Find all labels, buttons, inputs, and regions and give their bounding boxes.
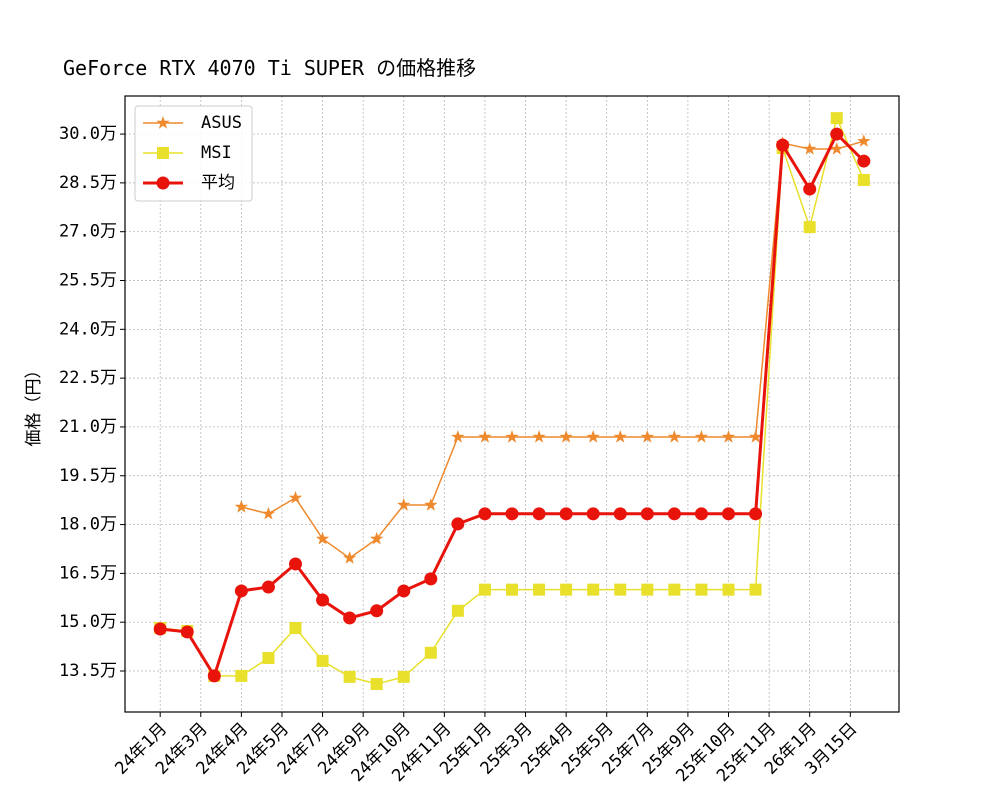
series-line bbox=[241, 140, 865, 560]
point bbox=[613, 430, 627, 443]
point bbox=[156, 116, 170, 129]
point bbox=[695, 583, 708, 596]
y-tick-label: 15.0万 bbox=[59, 612, 117, 632]
point bbox=[288, 557, 302, 571]
legend-label: ASUS bbox=[201, 113, 242, 133]
point bbox=[234, 500, 248, 513]
point bbox=[180, 625, 194, 639]
point bbox=[343, 611, 357, 625]
point bbox=[397, 670, 410, 683]
point bbox=[157, 147, 169, 159]
point bbox=[288, 490, 303, 504]
point bbox=[424, 498, 438, 511]
point bbox=[667, 430, 681, 443]
point bbox=[505, 507, 519, 521]
point bbox=[234, 584, 248, 598]
point bbox=[803, 221, 816, 234]
point bbox=[560, 583, 573, 596]
point bbox=[613, 507, 627, 521]
point bbox=[424, 646, 437, 659]
y-tick-label: 25.5万 bbox=[59, 271, 117, 291]
point bbox=[640, 430, 654, 443]
point bbox=[478, 583, 491, 596]
point bbox=[153, 622, 167, 636]
plot-frame bbox=[124, 95, 900, 713]
legend-label: 平均 bbox=[201, 173, 235, 193]
point bbox=[289, 622, 302, 635]
point bbox=[397, 498, 411, 511]
point bbox=[694, 507, 708, 521]
y-tick-label: 30.0万 bbox=[59, 124, 117, 144]
point bbox=[694, 430, 709, 443]
y-tick-label: 19.5万 bbox=[59, 466, 117, 486]
point bbox=[641, 583, 654, 596]
point bbox=[749, 583, 762, 596]
point bbox=[261, 580, 275, 594]
point bbox=[370, 678, 383, 691]
point bbox=[722, 583, 735, 596]
chart-title: GeForce RTX 4070 Ti SUPER の価格推移 bbox=[63, 56, 476, 80]
legend: ASUS MSI 平均 bbox=[134, 105, 253, 202]
point bbox=[559, 430, 573, 443]
y-tick-label: 18.0万 bbox=[59, 515, 117, 535]
point bbox=[451, 517, 465, 531]
point bbox=[803, 182, 817, 196]
y-axis-label: 価格（円） bbox=[24, 362, 44, 447]
y-tick-label: 21.0万 bbox=[59, 417, 117, 437]
point bbox=[668, 583, 681, 596]
point bbox=[533, 583, 546, 596]
point bbox=[532, 430, 546, 443]
y-tick-label: 24.0万 bbox=[59, 319, 117, 339]
point bbox=[424, 572, 438, 586]
point bbox=[776, 138, 790, 152]
point bbox=[451, 430, 465, 443]
point bbox=[586, 430, 600, 443]
y-tick-label: 13.5万 bbox=[59, 661, 117, 681]
point bbox=[451, 604, 464, 617]
point bbox=[261, 506, 276, 520]
point bbox=[587, 583, 600, 596]
point bbox=[478, 507, 492, 521]
y-tick-label: 16.5万 bbox=[59, 563, 117, 583]
point bbox=[667, 507, 681, 521]
point bbox=[316, 654, 329, 667]
point bbox=[748, 430, 763, 443]
point bbox=[397, 584, 411, 598]
point bbox=[343, 670, 356, 683]
point bbox=[370, 531, 384, 545]
point bbox=[830, 142, 844, 155]
point bbox=[640, 507, 654, 521]
point bbox=[830, 127, 844, 141]
point bbox=[749, 507, 763, 521]
point bbox=[722, 507, 736, 521]
point bbox=[586, 507, 600, 521]
point bbox=[315, 531, 330, 545]
y-tick-label: 27.0万 bbox=[59, 222, 117, 242]
point bbox=[316, 593, 330, 607]
point bbox=[721, 430, 736, 443]
legend-label: MSI bbox=[201, 143, 232, 163]
point bbox=[506, 583, 518, 596]
point bbox=[857, 154, 871, 168]
point bbox=[532, 507, 546, 521]
point bbox=[559, 507, 573, 521]
point bbox=[207, 669, 221, 683]
point bbox=[262, 651, 275, 664]
y-tick-label: 28.5万 bbox=[59, 173, 117, 193]
point bbox=[235, 669, 248, 682]
point bbox=[614, 583, 627, 596]
point bbox=[803, 142, 817, 155]
point bbox=[830, 112, 843, 125]
y-tick-label: 22.5万 bbox=[59, 368, 117, 388]
point bbox=[505, 430, 519, 443]
point bbox=[156, 176, 170, 190]
point bbox=[857, 134, 871, 147]
point bbox=[343, 551, 357, 564]
point bbox=[857, 173, 870, 186]
point bbox=[370, 604, 384, 618]
point bbox=[478, 430, 492, 443]
